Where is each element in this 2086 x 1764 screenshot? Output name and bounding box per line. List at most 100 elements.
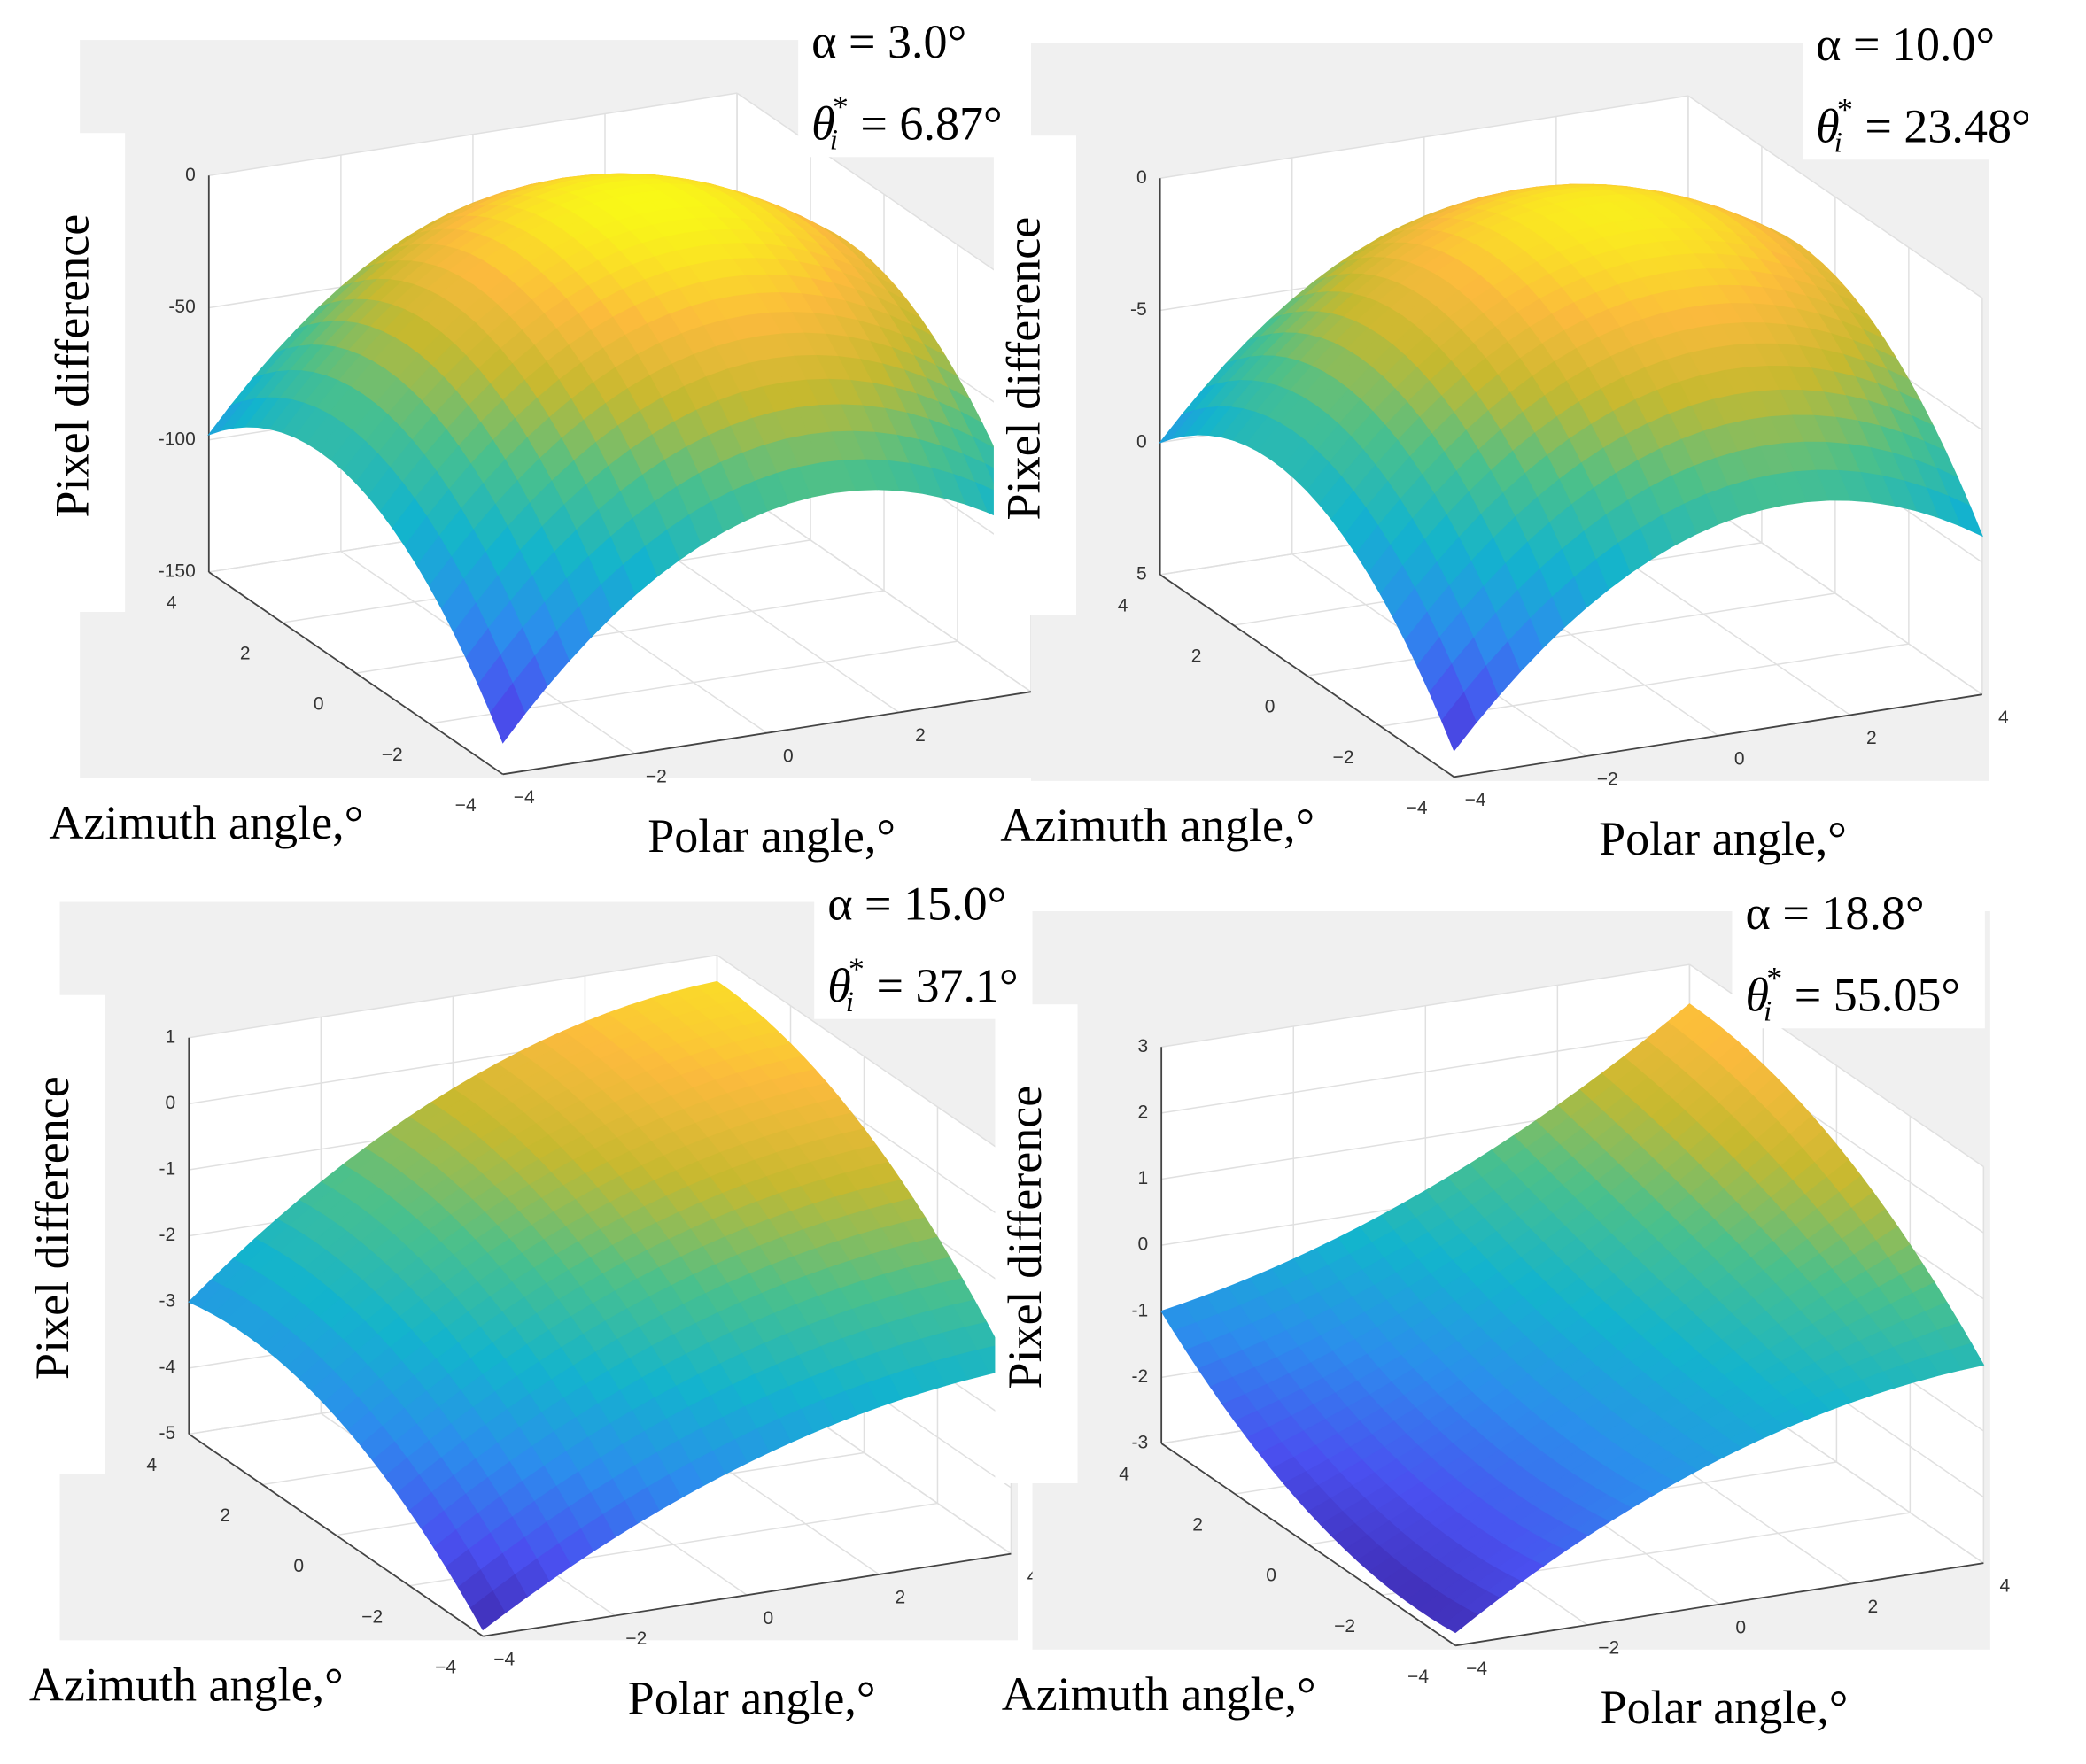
z-tick-label: -2 — [1131, 1366, 1148, 1387]
y-tick-label: −4 — [1407, 1667, 1429, 1687]
x-tick-label: −4 — [514, 787, 535, 808]
x-axis-label: Polar angle,° — [1601, 1681, 1849, 1734]
surface — [1160, 1003, 1985, 1634]
y-tick-label: −4 — [435, 1657, 456, 1677]
annotation-subscript: i — [1834, 127, 1842, 159]
y-tick-label: 2 — [240, 644, 251, 664]
y-tick-label: 4 — [1118, 596, 1128, 616]
label-background — [1538, 1669, 1911, 1743]
y-tick-label: −4 — [1407, 798, 1428, 818]
surface — [188, 980, 1012, 1631]
label-background — [993, 135, 1077, 615]
y-axis-label: Azimuth angle,° — [49, 796, 363, 849]
x-tick-label: −4 — [1465, 790, 1486, 810]
z-tick-label: -3 — [159, 1291, 176, 1311]
annotation-superscript: * — [849, 951, 865, 986]
label-background — [585, 798, 958, 871]
annotation-subscript: i — [1764, 995, 1772, 1027]
x-tick-label: −2 — [646, 767, 667, 787]
annotation: θi* = 37.1° — [827, 951, 1018, 1017]
x-tick-label: 0 — [764, 1608, 774, 1629]
y-tick-label: −4 — [455, 795, 477, 816]
grid-line — [736, 489, 1032, 692]
z-axis-label: Pixel difference — [998, 1086, 1051, 1389]
y-axis — [208, 571, 504, 776]
annotation: θi* = 6.87° — [811, 89, 1002, 156]
annotation-subscript: i — [830, 124, 838, 156]
annotation-subscript: i — [846, 986, 854, 1018]
y-tick-label: 0 — [1265, 697, 1276, 717]
annotation: α = 15.0° — [827, 877, 1006, 930]
grid-line — [1159, 95, 1689, 180]
y-axis — [1159, 574, 1455, 778]
x-tick-label: 4 — [2000, 1576, 2011, 1597]
x-axis-label: Polar angle,° — [628, 1671, 876, 1724]
annotation-text: = 23.48° — [1853, 100, 2031, 153]
x-tick-label: 2 — [896, 1588, 906, 1608]
annotation: α = 3.0° — [811, 15, 966, 68]
z-tick-label: -1 — [159, 1159, 176, 1180]
x-tick-label: 2 — [1867, 1597, 1878, 1617]
z-tick-label: 1 — [1137, 1168, 1148, 1188]
annotation: α = 10.0° — [1816, 18, 1995, 71]
x-tick-label: −2 — [625, 1629, 647, 1649]
grid-line — [736, 92, 1032, 297]
z-tick-label: 0 — [1137, 1234, 1148, 1255]
z-tick-label: -100 — [159, 429, 196, 449]
y-axis — [1160, 1443, 1456, 1647]
y-tick-label: 4 — [1119, 1465, 1129, 1485]
x-axis — [1454, 693, 1982, 778]
grid-line — [1687, 491, 1983, 695]
label-background — [0, 1649, 396, 1716]
label-background — [3, 787, 415, 855]
y-tick-label: 4 — [146, 1455, 157, 1475]
grid-line — [1161, 1030, 1690, 1114]
label-background — [1536, 801, 1910, 874]
x-axis — [502, 691, 1032, 776]
y-axis-label: Azimuth angle,° — [1000, 799, 1314, 852]
y-tick-label: 2 — [220, 1505, 230, 1526]
z-tick-label: 0 — [1136, 167, 1147, 188]
grid-line — [208, 92, 738, 177]
annotation-text: = 37.1° — [865, 960, 1019, 1013]
label-background — [22, 994, 105, 1474]
y-axis-label: Azimuth angle,° — [1002, 1667, 1316, 1721]
z-tick-label: 0 — [1136, 431, 1147, 452]
y-tick-label: 2 — [1191, 646, 1202, 667]
grid-line — [1307, 592, 1836, 677]
x-tick-label: 2 — [915, 725, 926, 746]
annotation-superscript: * — [1837, 92, 1853, 128]
y-tick-label: −2 — [361, 1606, 383, 1627]
z-tick-label: -5 — [1130, 299, 1147, 320]
grid-line — [717, 955, 1012, 1158]
grid-line — [189, 954, 717, 1039]
surface — [207, 173, 1033, 744]
y-tick-label: 2 — [1192, 1515, 1203, 1536]
annotation-text: = 6.87° — [849, 97, 1003, 151]
annotation-symbol: θ — [811, 97, 835, 151]
z-tick-label: 1 — [166, 1026, 176, 1047]
annotation-superscript: * — [1766, 961, 1782, 996]
panel: 0 -5 0 5 −4 −2 0 2 4 −4 −2 0 2 4 Pixel difference Azimu… — [953, 3, 2056, 874]
z-tick-label: -4 — [159, 1357, 176, 1377]
x-tick-label: −2 — [1597, 770, 1618, 790]
x-tick-label: 4 — [1998, 708, 2009, 728]
label-background — [1732, 870, 1985, 1029]
label-background — [955, 1659, 1368, 1726]
z-axis-label: Pixel difference — [46, 214, 99, 518]
surface — [1158, 183, 1983, 752]
z-tick-label: 2 — [1137, 1102, 1148, 1122]
y-tick-label: 0 — [314, 694, 324, 715]
label-background — [995, 1004, 1078, 1484]
y-tick-label: −2 — [1334, 1616, 1355, 1636]
annotation: θi* = 55.05° — [1746, 961, 1961, 1027]
label-background — [798, 0, 1051, 158]
x-axis — [1454, 1562, 1984, 1647]
x-axis — [483, 1552, 1012, 1637]
z-tick-label: -150 — [159, 561, 196, 582]
y-tick-label: −2 — [382, 745, 403, 765]
